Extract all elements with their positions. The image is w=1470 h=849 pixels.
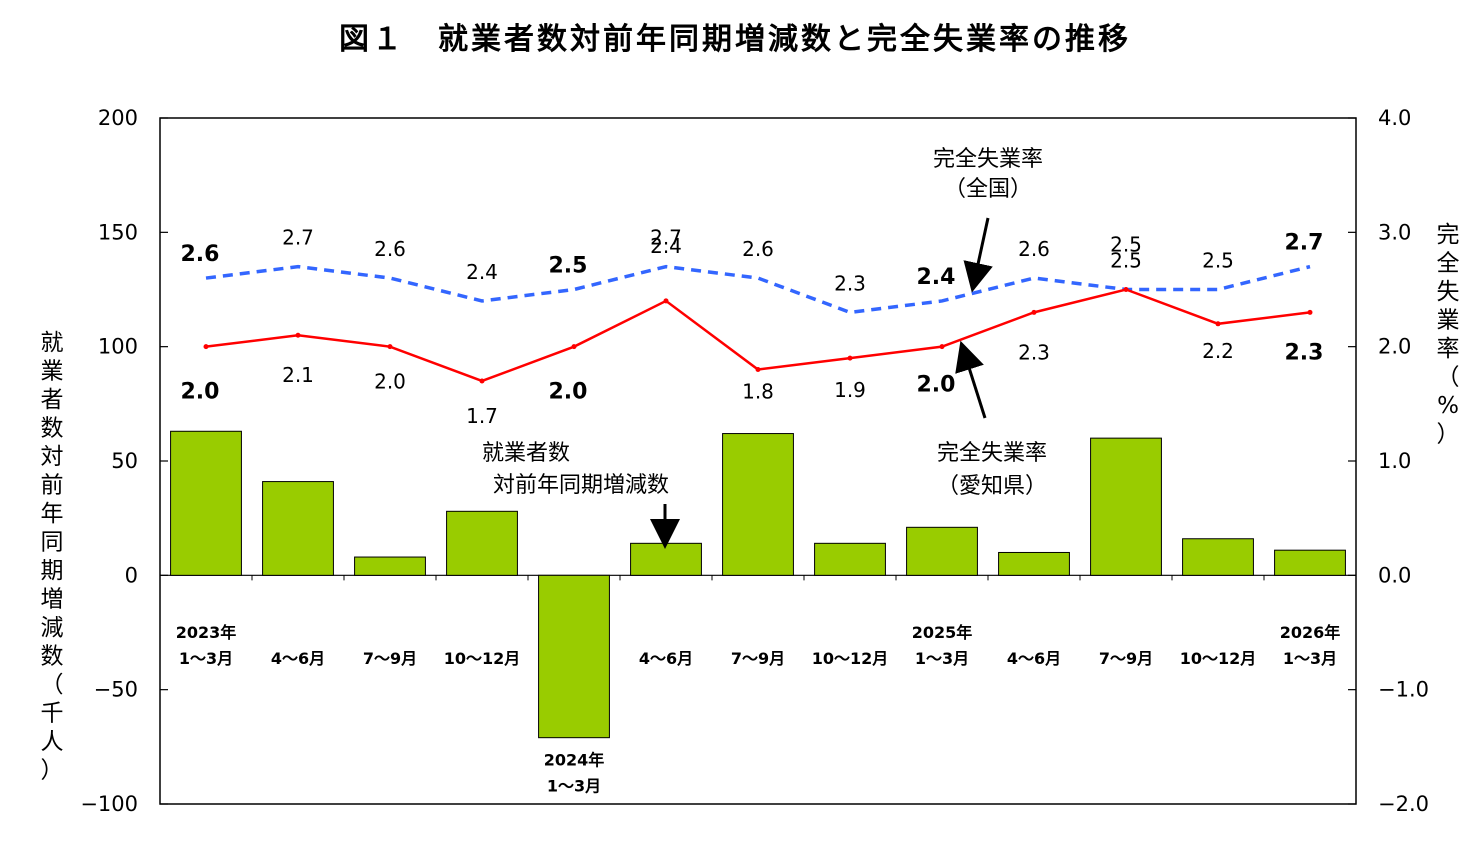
aichi-rate-label: 2.5 — [1110, 233, 1142, 257]
bar — [814, 542, 886, 576]
national-rate-label: 2.7 — [650, 226, 682, 250]
national-arrow — [963, 217, 993, 293]
category-quarter-label: 10～12月 — [1180, 649, 1257, 668]
national-rate-label: 2.6 — [181, 242, 220, 267]
national-rate-label: 2.5 — [1110, 249, 1142, 273]
aichi-rate-point — [571, 344, 577, 350]
bar — [998, 551, 1070, 576]
left-tick-label: 150 — [98, 220, 138, 244]
bar — [262, 481, 334, 576]
aichi-rate-label: 1.7 — [466, 404, 498, 428]
category-year-label: 2023年 — [176, 623, 237, 642]
aichi-rate-point — [939, 344, 945, 350]
right-tick-label: 2.0 — [1378, 335, 1411, 359]
right-axis-title: 完全失業率（%） — [1437, 222, 1460, 448]
national-rate-label: 2.6 — [1018, 237, 1050, 261]
national-rate-label: 2.7 — [282, 226, 314, 250]
aichi-rate-point — [663, 298, 669, 304]
right-tick-label: −2.0 — [1378, 792, 1429, 816]
national-rate-line — [205, 264, 1311, 315]
national-rate-label: 2.5 — [1202, 249, 1234, 273]
category-quarter-label: 4～6月 — [271, 649, 325, 668]
aichi-rate-point — [1031, 309, 1037, 315]
right-tick-label: 1.0 — [1378, 449, 1411, 473]
national-annotation-line2: （全国） — [944, 177, 1032, 202]
national-rate-label: 2.7 — [1285, 231, 1324, 256]
category-quarter-label: 10～12月 — [812, 649, 889, 668]
aichi-rate-label: 2.0 — [374, 370, 406, 394]
national-rate-label: 2.3 — [834, 271, 866, 295]
aichi-rate-label: 2.3 — [1285, 340, 1324, 365]
aichi-rate-point — [1307, 309, 1313, 315]
bar — [170, 430, 242, 576]
bar — [1090, 437, 1162, 576]
category-quarter-label: 7～9月 — [363, 649, 417, 668]
aichi-rate-label: 1.9 — [834, 378, 866, 402]
right-tick-label: 4.0 — [1378, 106, 1411, 130]
category-year-label: 2026年 — [1280, 623, 1341, 642]
bar — [446, 510, 518, 576]
aichi-rate-label: 1.8 — [742, 380, 774, 404]
aichi-annotation-line2: （愛知県） — [937, 474, 1047, 499]
employment-annotation-line2: 対前年同期増減数 — [493, 473, 669, 498]
aichi-rate-point — [847, 355, 853, 361]
aichi-rate-point — [1215, 321, 1221, 327]
left-tick-label: 100 — [98, 335, 138, 359]
national-rate-label: 2.4 — [466, 260, 498, 284]
aichi-rate-label: 2.4 — [650, 234, 682, 258]
national-rate-label: 2.4 — [917, 265, 956, 290]
right-tick-label: −1.0 — [1378, 678, 1429, 702]
right-tick-label: 3.0 — [1378, 220, 1411, 244]
aichi-rate-point — [479, 378, 485, 384]
chart-title: 図１ 就業者数対前年同期増減数と完全失業率の推移 — [339, 22, 1131, 57]
category-quarter-label: 1～3月 — [547, 777, 601, 796]
bar — [1274, 549, 1346, 576]
category-year-label: 2024年 — [544, 751, 605, 770]
category-year-label: 2025年 — [912, 623, 973, 642]
aichi-rate-point — [387, 344, 393, 350]
category-quarter-label: 1～3月 — [1283, 649, 1337, 668]
aichi-rate-label: 2.3 — [1018, 340, 1050, 364]
left-tick-label: −50 — [94, 678, 138, 702]
aichi-rate-label: 2.0 — [549, 380, 588, 405]
bar — [538, 574, 610, 739]
national-rate-label: 2.6 — [742, 237, 774, 261]
bar — [722, 433, 794, 576]
aichi-rate-label: 2.1 — [282, 363, 314, 387]
aichi-arrow — [955, 340, 987, 419]
left-axis-title: 就業者数対前年同期増減数（千人） — [41, 330, 64, 784]
national-rate-label: 2.6 — [374, 237, 406, 261]
left-tick-label: 50 — [111, 449, 138, 473]
category-quarter-label: 7～9月 — [1099, 649, 1153, 668]
aichi-rate-label: 2.0 — [181, 380, 220, 405]
national-rate-label: 2.5 — [549, 254, 588, 279]
category-quarter-label: 1～3月 — [915, 649, 969, 668]
bar — [1182, 538, 1254, 576]
left-tick-label: −100 — [80, 792, 138, 816]
aichi-rate-point — [755, 367, 761, 373]
aichi-rate-label: 2.0 — [917, 373, 956, 398]
bar — [906, 526, 978, 576]
aichi-rate-label: 2.2 — [1202, 339, 1234, 363]
employment-annotation-line1: 就業者数 — [482, 441, 570, 466]
aichi-annotation-line1: 完全失業率 — [937, 441, 1047, 466]
left-tick-label: 0 — [125, 563, 138, 587]
plot-area: 200 150 100 50 0 −50 −100 4.0 3.0 2.0 1.0 0.0 −1.0 −2… — [41, 106, 1460, 816]
category-quarter-label: 7～9月 — [731, 649, 785, 668]
aichi-rate-point — [203, 344, 209, 350]
right-tick-label: 0.0 — [1378, 563, 1411, 587]
category-quarter-label: 4～6月 — [639, 649, 693, 668]
national-annotation-line1: 完全失業率 — [933, 147, 1043, 172]
category-quarter-label: 10～12月 — [444, 649, 521, 668]
aichi-rate-point — [1123, 287, 1129, 292]
bar — [354, 556, 426, 576]
bar — [630, 542, 702, 576]
left-tick-label: 200 — [98, 106, 138, 130]
aichi-rate-point — [295, 332, 301, 338]
category-quarter-label: 1～3月 — [179, 649, 233, 668]
category-quarter-label: 4～6月 — [1007, 649, 1061, 668]
